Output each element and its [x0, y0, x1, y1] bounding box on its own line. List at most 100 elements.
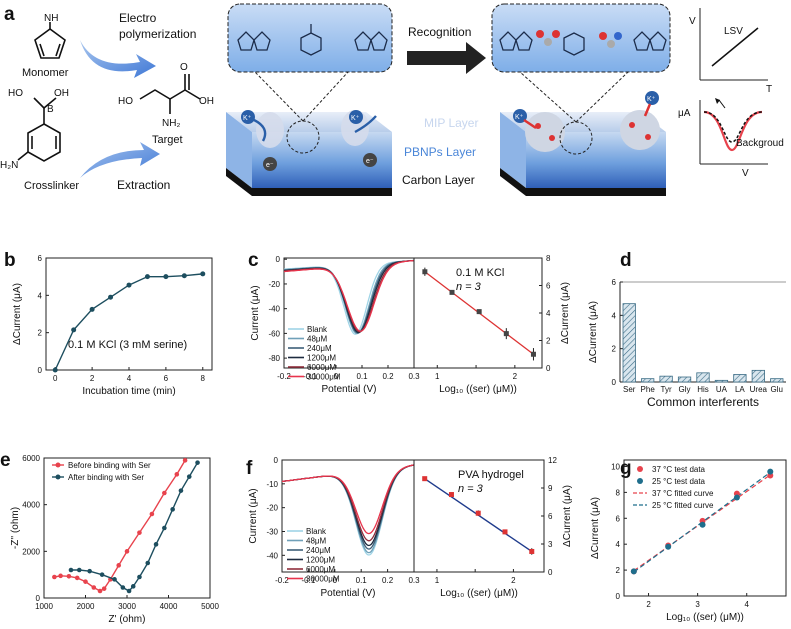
y-tick-label: 2000	[22, 547, 40, 556]
data-point	[162, 525, 167, 531]
legend-label: 37 °C fitted curve	[652, 489, 714, 498]
monomer-label: Monomer	[22, 67, 69, 79]
y-tick-label: 8	[546, 254, 551, 263]
y-axis-label: ΔCurrent (μA)	[562, 485, 573, 547]
x-axis-label: Potential (V)	[321, 384, 376, 395]
panel-label: c	[248, 250, 259, 271]
x-axis-label: Incubation time (min)	[82, 386, 175, 397]
y-tick-label: 0	[38, 366, 43, 375]
y-tick-label: 2	[612, 345, 617, 354]
data-point	[448, 492, 454, 498]
legend-label: After binding with Ser	[68, 473, 144, 482]
h2n-label: H₂N	[0, 160, 18, 171]
x-tick-label: 0.2	[382, 576, 394, 585]
y-axis-label: ΔCurrent (μA)	[588, 301, 599, 363]
y-tick-label: 6	[612, 278, 617, 287]
legend-marker	[55, 462, 61, 468]
bar	[714, 379, 729, 383]
k-label: K⁺	[243, 115, 252, 122]
b-label: B	[47, 104, 54, 115]
curved-arrow-icon	[80, 142, 160, 178]
series-line	[54, 273, 203, 371]
y-tick-label: 6000	[22, 454, 40, 463]
data-point	[99, 572, 105, 577]
x-tick-label: -0.1	[303, 372, 317, 381]
data-point	[733, 494, 740, 501]
nh-label: NH	[44, 13, 58, 24]
legend-label: 1200μM	[306, 556, 335, 565]
x-tick-label: 0	[53, 374, 58, 383]
electro-label: Electro	[119, 11, 157, 25]
series-line	[284, 259, 414, 335]
data-point	[137, 530, 142, 535]
y-tick-label: -40	[268, 305, 280, 314]
x-tick-label: Urea	[750, 385, 768, 394]
data-point	[87, 568, 92, 574]
panel-label-a: a	[4, 4, 15, 25]
x-tick-label: LA	[735, 385, 745, 394]
lsv-inset	[699, 8, 768, 81]
data-point	[422, 269, 428, 275]
series-line	[70, 462, 199, 592]
x-tick-label: 0.1	[356, 372, 368, 381]
panel-label: e	[0, 450, 11, 471]
y-tick-label: 3	[548, 540, 553, 549]
data-point	[449, 289, 455, 295]
x-tick-label: Gly	[679, 385, 691, 394]
bar	[622, 303, 636, 383]
y-tick-label: -20	[266, 504, 278, 513]
data-point	[89, 306, 95, 312]
y-tick-label: 0	[274, 456, 279, 465]
chart-g: g 2 3 4 0 2 4 6 8 10 Log₁₀ ((ser) (μM)) ΔCurrent (μ…	[590, 458, 787, 623]
oh-label: OH	[199, 96, 214, 107]
data-point	[126, 282, 132, 288]
crosslinker-structure	[17, 97, 61, 162]
lsv-t-label: T	[766, 84, 772, 95]
ua-label: μA	[678, 108, 691, 119]
data-point	[116, 563, 121, 568]
x-axis-label: Log₁₀ ((ser) (μM))	[666, 612, 744, 623]
x-tick-label: Glu	[771, 385, 783, 394]
legend-marker	[637, 478, 643, 484]
chart-d: d 0 2 4 6 Ser Phe Tyr Gly His UA LA Urea Glu Common in…	[588, 250, 786, 409]
x-tick-label: Phe	[641, 385, 656, 394]
ho-label: HO	[8, 88, 23, 99]
data-point	[767, 468, 774, 475]
data-point	[153, 542, 159, 547]
y-tick-label: 0	[616, 592, 621, 601]
y-tick-label: 2	[616, 566, 621, 575]
legend-marker	[637, 466, 643, 472]
panel-label: g	[620, 458, 632, 479]
x-tick-label: 0.1	[356, 576, 368, 585]
y-tick-label: 0	[36, 594, 41, 603]
plot-frame	[623, 459, 787, 597]
data-point	[52, 574, 57, 580]
serine-structure	[139, 74, 201, 114]
legend-label: Before binding with Ser	[68, 461, 151, 470]
series-line	[281, 464, 415, 535]
y-axis-label: ΔCurrent (μA)	[560, 282, 571, 344]
x-tick-label: 0.3	[408, 372, 420, 381]
data-point	[630, 568, 637, 575]
k-label: K⁺	[515, 114, 524, 121]
annotation: 0.1 M KCl	[456, 267, 504, 279]
y-axis-label: Current (μA)	[248, 488, 259, 543]
crosslinker-label: Crosslinker	[24, 180, 79, 192]
lsv-v-label: V	[689, 16, 696, 27]
chart-e: e 1000 2000 3000 4000 5000 0 2000 4000 6000 Z' (oh…	[0, 450, 219, 625]
y-tick-label: 4	[546, 309, 551, 318]
x-tick-label: 2	[513, 372, 518, 381]
data-point	[124, 549, 130, 554]
legend-marker	[55, 474, 61, 480]
bar	[677, 376, 692, 383]
x-tick-label: 3000	[118, 602, 136, 611]
legend-label: 1200μM	[307, 354, 336, 363]
data-point	[476, 309, 482, 315]
data-point	[503, 331, 509, 337]
x-tick-label: -0.2	[275, 576, 289, 585]
recognition-label: Recognition	[408, 25, 471, 39]
y-tick-label: 6	[616, 514, 621, 523]
y-axis-label: -Z'' (ohm)	[10, 507, 21, 549]
panel-label: d	[620, 250, 632, 271]
